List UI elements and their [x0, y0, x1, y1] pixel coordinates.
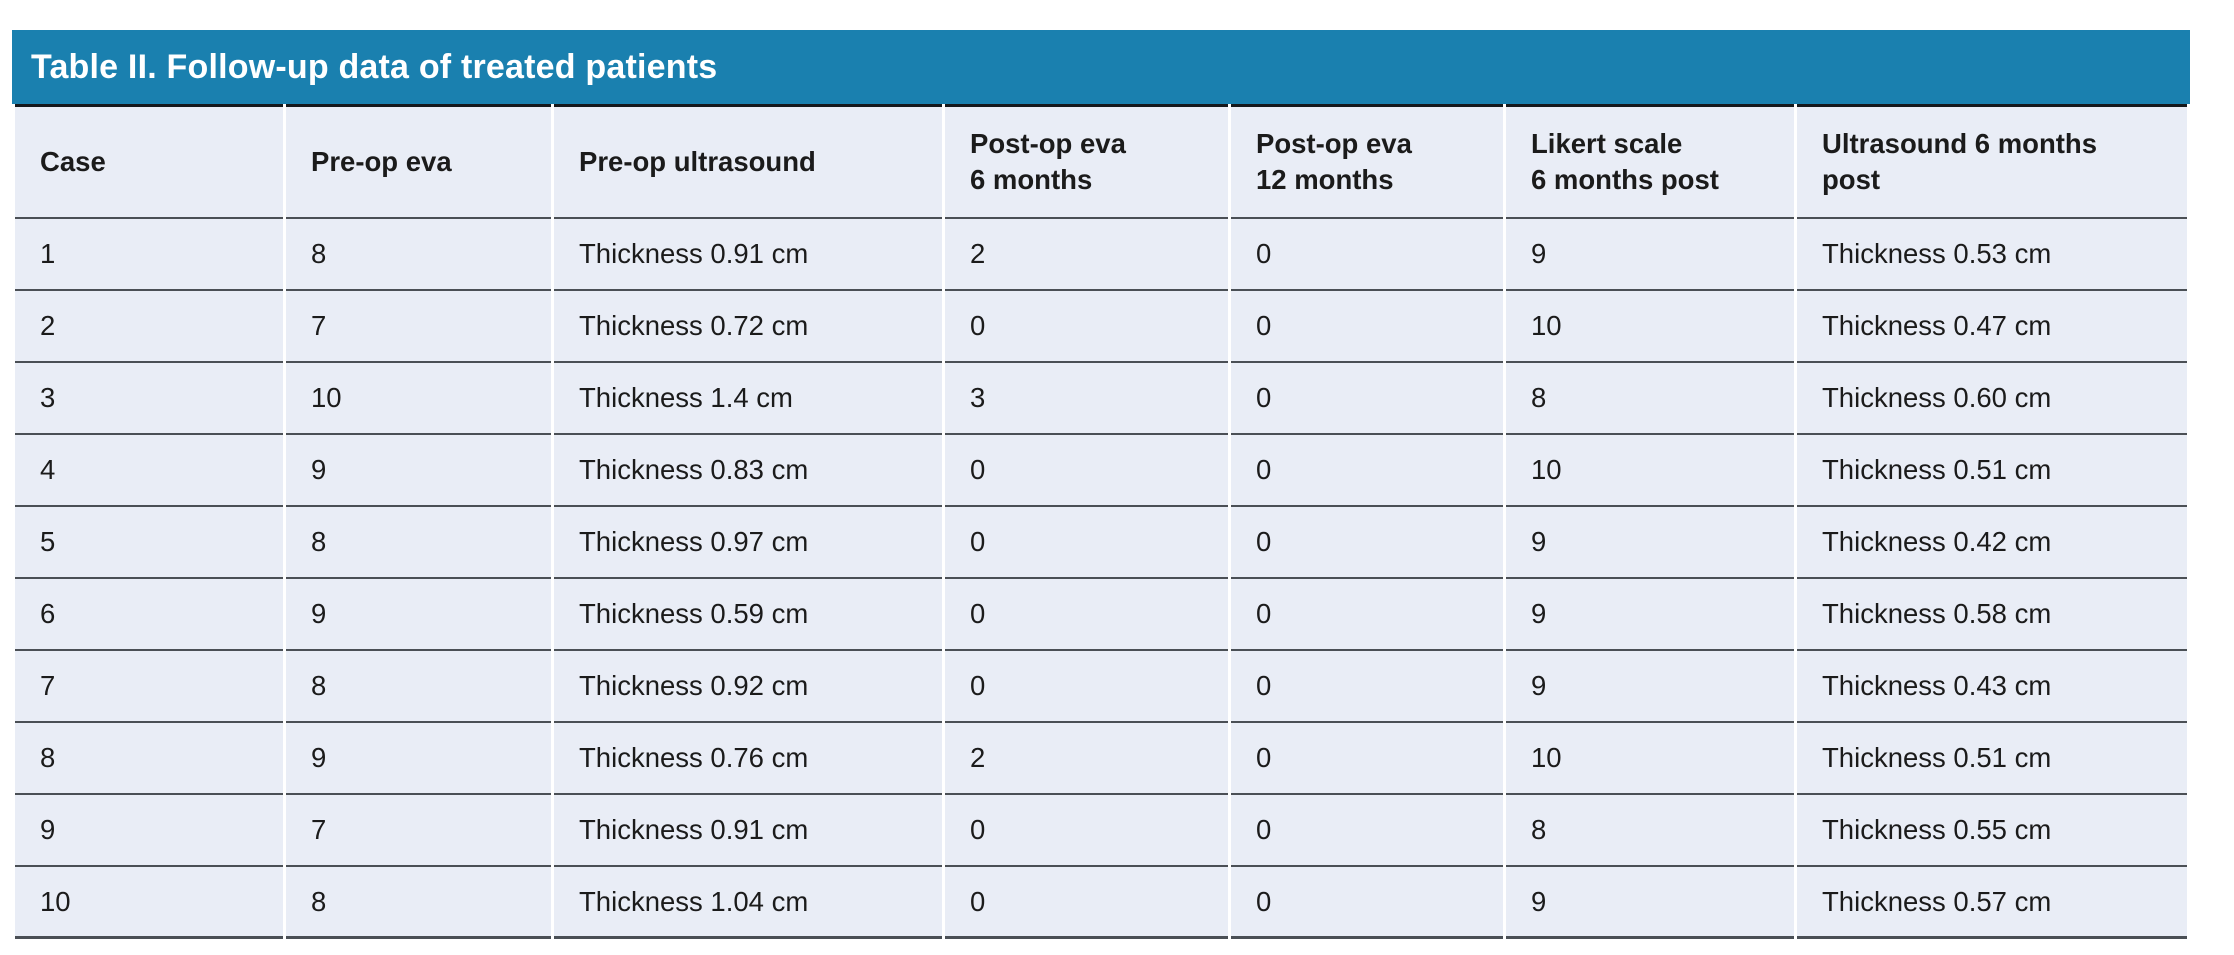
table-cell: Thickness 0.47 cm: [1797, 291, 2187, 363]
table-cell: 0: [945, 867, 1228, 939]
table-cell: 5: [15, 507, 283, 579]
table-row: 4 9 Thickness 0.83 cm 0 0 10 Thickness 0.51 cm: [15, 435, 2187, 507]
followup-data-table: Case Pre-op eva Pre-op ultrasound Post-o…: [12, 104, 2190, 939]
table-cell: Thickness 0.55 cm: [1797, 795, 2187, 867]
table-cell: 9: [286, 579, 551, 651]
table-cell: Thickness 0.43 cm: [1797, 651, 2187, 723]
table-cell: Thickness 1.4 cm: [554, 363, 942, 435]
table-cell: Thickness 0.59 cm: [554, 579, 942, 651]
table-cell: 9: [286, 723, 551, 795]
table-cell: 9: [1506, 651, 1794, 723]
column-header-case: Case: [15, 104, 283, 219]
table-cell: 2: [945, 723, 1228, 795]
table-cell: 0: [945, 291, 1228, 363]
table-row: 7 8 Thickness 0.92 cm 0 0 9 Thickness 0.43 cm: [15, 651, 2187, 723]
table-cell: Thickness 0.91 cm: [554, 219, 942, 291]
table-row: 5 8 Thickness 0.97 cm 0 0 9 Thickness 0.42 cm: [15, 507, 2187, 579]
table-cell: 0: [1231, 723, 1503, 795]
followup-table-card: Table II. Follow-up data of treated pati…: [12, 30, 2190, 939]
table-cell: 0: [1231, 363, 1503, 435]
table-row: 9 7 Thickness 0.91 cm 0 0 8 Thickness 0.55 cm: [15, 795, 2187, 867]
column-header-ultrasound-6-months-post: Ultrasound 6 months post: [1797, 104, 2187, 219]
table-cell: 7: [286, 795, 551, 867]
table-cell: 0: [945, 579, 1228, 651]
table-cell: 0: [945, 795, 1228, 867]
table-cell: Thickness 0.57 cm: [1797, 867, 2187, 939]
table-cell: 0: [945, 435, 1228, 507]
table-cell: Thickness 0.97 cm: [554, 507, 942, 579]
table-cell: 2: [945, 219, 1228, 291]
table-cell: 3: [15, 363, 283, 435]
table-cell: 0: [1231, 867, 1503, 939]
table-cell: 0: [1231, 291, 1503, 363]
table-cell: 0: [1231, 579, 1503, 651]
table-cell: Thickness 0.60 cm: [1797, 363, 2187, 435]
table-cell: 0: [1231, 651, 1503, 723]
table-cell: Thickness 0.72 cm: [554, 291, 942, 363]
table-row: 2 7 Thickness 0.72 cm 0 0 10 Thickness 0.47 cm: [15, 291, 2187, 363]
table-cell: 10: [1506, 291, 1794, 363]
table-cell: 8: [1506, 795, 1794, 867]
table-row: 1 8 Thickness 0.91 cm 2 0 9 Thickness 0.53 cm: [15, 219, 2187, 291]
table-cell: Thickness 0.42 cm: [1797, 507, 2187, 579]
table-body: 1 8 Thickness 0.91 cm 2 0 9 Thickness 0.53 cm 2…: [15, 219, 2187, 939]
table-cell: 0: [1231, 435, 1503, 507]
table-cell: 3: [945, 363, 1228, 435]
column-header-pre-op-ultrasound: Pre-op ultrasound: [554, 104, 942, 219]
table-row: 10 8 Thickness 1.04 cm 0 0 9 Thickness 0.57 cm: [15, 867, 2187, 939]
table-cell: 0: [945, 651, 1228, 723]
table-cell: 4: [15, 435, 283, 507]
column-header-post-op-eva-12-months: Post-op eva 12 months: [1231, 104, 1503, 219]
table-cell: 9: [286, 435, 551, 507]
table-cell: Thickness 0.76 cm: [554, 723, 942, 795]
table-cell: 8: [286, 219, 551, 291]
table-cell: 10: [286, 363, 551, 435]
table-cell: 0: [1231, 219, 1503, 291]
table-row: 8 9 Thickness 0.76 cm 2 0 10 Thickness 0.51 cm: [15, 723, 2187, 795]
table-cell: 10: [1506, 435, 1794, 507]
table-cell: Thickness 0.51 cm: [1797, 723, 2187, 795]
table-cell: Thickness 0.51 cm: [1797, 435, 2187, 507]
table-row: 3 10 Thickness 1.4 cm 3 0 8 Thickness 0.60 cm: [15, 363, 2187, 435]
table-header-row: Case Pre-op eva Pre-op ultrasound Post-o…: [15, 104, 2187, 219]
table-cell: Thickness 1.04 cm: [554, 867, 942, 939]
column-header-pre-op-eva: Pre-op eva: [286, 104, 551, 219]
table-cell: 8: [286, 651, 551, 723]
table-cell: 7: [15, 651, 283, 723]
table-cell: 8: [15, 723, 283, 795]
table-cell: 10: [1506, 723, 1794, 795]
table-cell: 1: [15, 219, 283, 291]
table-cell: 9: [1506, 579, 1794, 651]
table-cell: Thickness 0.58 cm: [1797, 579, 2187, 651]
table-cell: Thickness 0.91 cm: [554, 795, 942, 867]
table-row: 6 9 Thickness 0.59 cm 0 0 9 Thickness 0.58 cm: [15, 579, 2187, 651]
table-cell: 9: [1506, 507, 1794, 579]
column-header-likert-scale-6-months-post: Likert scale 6 months post: [1506, 104, 1794, 219]
table-cell: Thickness 0.83 cm: [554, 435, 942, 507]
table-cell: 9: [1506, 219, 1794, 291]
table-cell: 8: [1506, 363, 1794, 435]
table-cell: 0: [1231, 795, 1503, 867]
table-cell: Thickness 0.53 cm: [1797, 219, 2187, 291]
table-cell: 9: [1506, 867, 1794, 939]
table-cell: 0: [1231, 507, 1503, 579]
column-header-post-op-eva-6-months: Post-op eva 6 months: [945, 104, 1228, 219]
table-cell: Thickness 0.92 cm: [554, 651, 942, 723]
table-cell: 2: [15, 291, 283, 363]
table-cell: 10: [15, 867, 283, 939]
table-cell: 7: [286, 291, 551, 363]
table-cell: 8: [286, 867, 551, 939]
table-cell: 0: [945, 507, 1228, 579]
table-cell: 6: [15, 579, 283, 651]
table-title: Table II. Follow-up data of treated pati…: [12, 30, 2190, 104]
table-cell: 8: [286, 507, 551, 579]
table-cell: 9: [15, 795, 283, 867]
